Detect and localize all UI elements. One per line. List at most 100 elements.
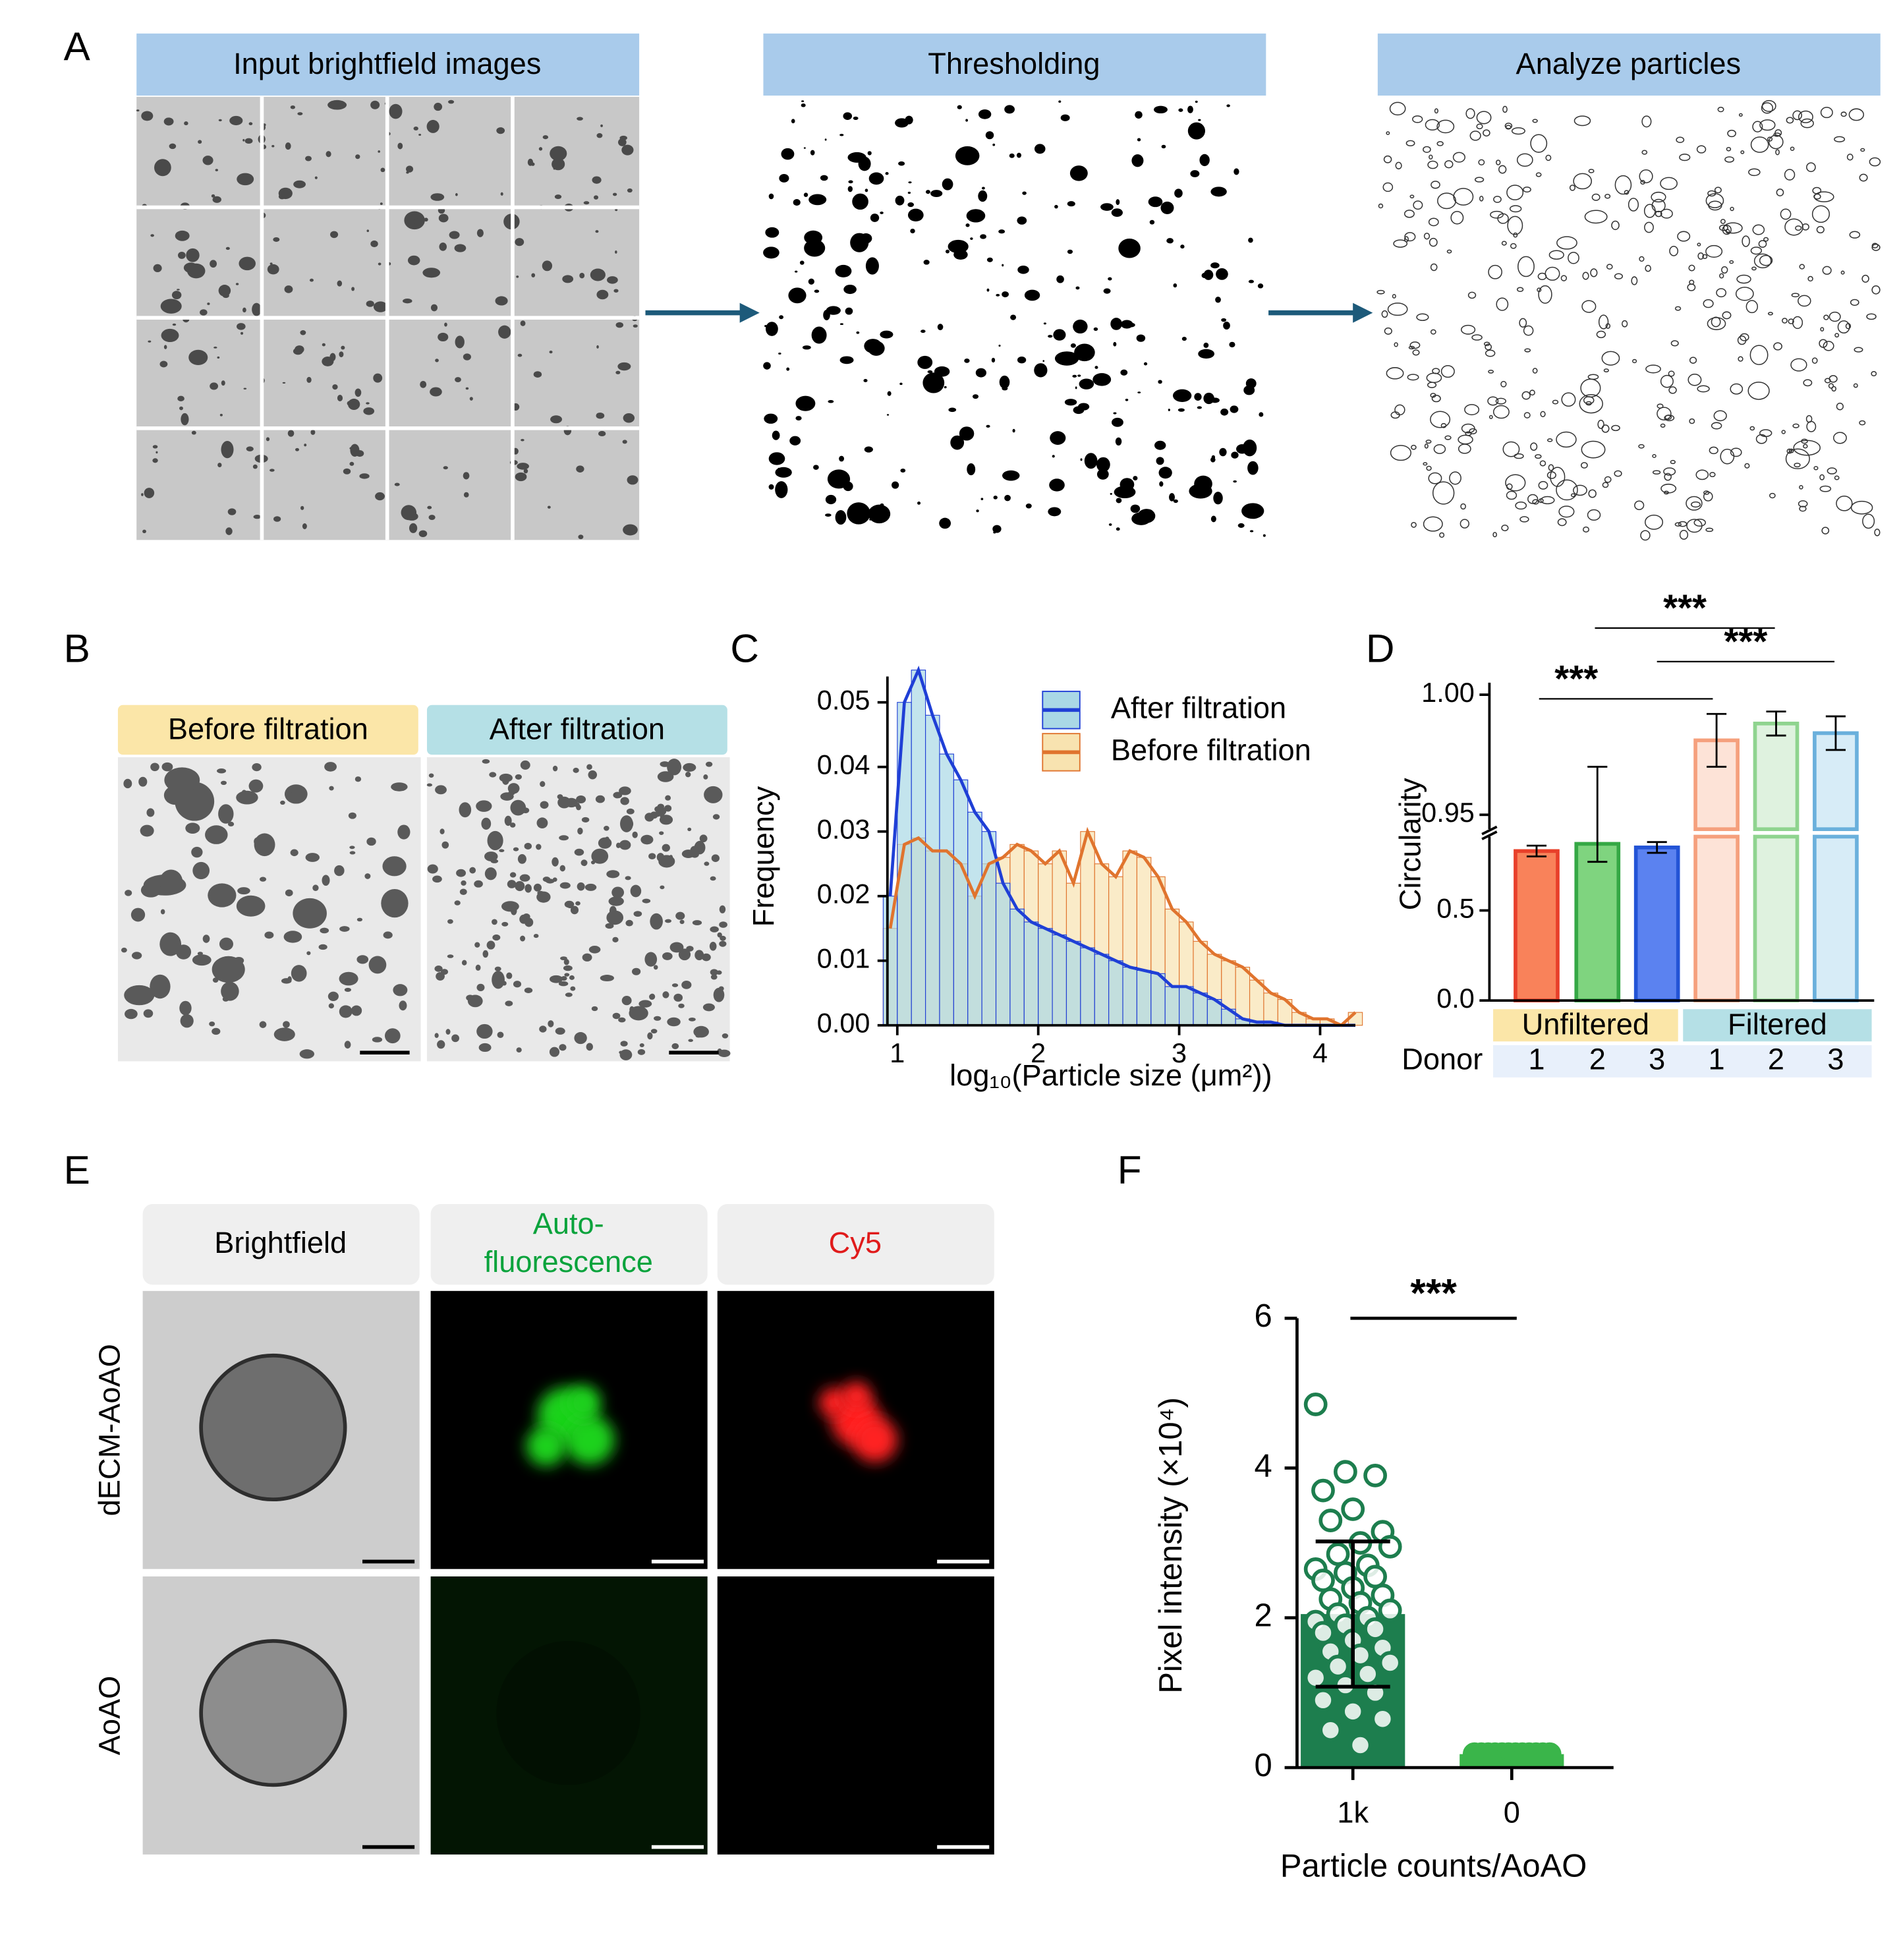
particle	[424, 217, 428, 222]
particle	[290, 105, 295, 109]
step-header	[1377, 33, 1881, 96]
particle	[212, 956, 245, 983]
particle	[619, 840, 631, 850]
particle	[1614, 470, 1622, 477]
particle	[414, 218, 422, 225]
particle	[835, 509, 847, 525]
particle	[763, 362, 771, 370]
particle	[520, 320, 526, 326]
particle	[804, 239, 826, 257]
particle	[524, 842, 532, 850]
particle	[1730, 447, 1742, 457]
particle	[1724, 156, 1734, 163]
particle	[1813, 193, 1821, 200]
particle	[227, 508, 237, 515]
fluorescence-signal	[565, 1385, 601, 1420]
particle	[1799, 264, 1805, 270]
arrow-head	[739, 303, 760, 323]
particle	[444, 322, 447, 327]
particle	[570, 906, 579, 915]
particle	[1506, 490, 1517, 500]
particle	[136, 109, 140, 112]
particle	[517, 854, 526, 864]
histogram-bar	[967, 811, 982, 1026]
particle	[1580, 378, 1601, 398]
particle	[310, 430, 316, 435]
particle	[606, 870, 620, 879]
particle	[1703, 490, 1710, 495]
particle	[825, 513, 832, 517]
particle	[1819, 485, 1832, 492]
particle	[678, 1003, 685, 1008]
particle	[299, 1049, 315, 1059]
particle	[662, 952, 673, 960]
particle	[925, 190, 930, 194]
particle	[1866, 313, 1877, 320]
particle	[207, 303, 210, 305]
particle	[505, 1000, 513, 1006]
particle	[451, 1034, 460, 1043]
particle	[1513, 232, 1518, 238]
particle	[965, 223, 970, 227]
particle	[1010, 314, 1017, 320]
particle	[547, 505, 551, 509]
particle	[484, 867, 497, 880]
particle	[1588, 169, 1595, 173]
particle	[515, 880, 525, 892]
histogram-bar	[1023, 921, 1039, 1026]
particle	[540, 781, 546, 788]
particle	[1730, 383, 1743, 395]
particle	[629, 1006, 635, 1014]
particle	[1130, 504, 1141, 513]
particle	[1210, 515, 1216, 523]
particle	[406, 165, 414, 173]
particle	[482, 950, 489, 958]
particle	[695, 1034, 702, 1038]
particle	[1798, 295, 1811, 307]
particle	[364, 873, 371, 879]
particle	[1384, 327, 1392, 335]
particle	[283, 1021, 290, 1028]
particle	[1519, 516, 1529, 523]
data-point	[1303, 1393, 1328, 1416]
particle	[870, 214, 880, 222]
particle	[921, 330, 926, 333]
particle	[221, 380, 225, 386]
particle	[1181, 337, 1187, 341]
axis-break	[1481, 825, 1498, 836]
particle	[418, 133, 422, 136]
y-tick-label: 2	[1255, 1598, 1272, 1634]
particle	[1727, 129, 1736, 138]
particle	[438, 214, 449, 223]
particle	[588, 946, 601, 954]
particle	[1581, 300, 1597, 313]
particle	[496, 127, 505, 134]
particle	[1670, 459, 1676, 465]
particle	[1450, 211, 1464, 225]
particle	[389, 103, 403, 119]
particle	[1437, 192, 1456, 210]
particle	[827, 469, 851, 489]
particle	[559, 1044, 567, 1051]
particle	[1660, 423, 1666, 428]
particle	[1004, 494, 1011, 502]
image-background	[117, 757, 421, 1062]
particle	[513, 981, 522, 988]
particle	[1775, 149, 1780, 156]
particle	[1645, 514, 1664, 530]
particle	[586, 764, 592, 770]
particle	[283, 931, 302, 943]
particle	[779, 174, 789, 183]
particle	[1069, 165, 1088, 181]
particle	[1050, 431, 1066, 445]
particle	[630, 884, 642, 898]
particle	[1430, 329, 1436, 335]
particle	[1187, 122, 1206, 140]
particle	[329, 353, 336, 361]
particle	[494, 966, 501, 971]
particle	[549, 1047, 560, 1057]
particle	[393, 984, 408, 996]
particle	[1054, 351, 1079, 366]
particle	[1686, 496, 1703, 511]
particle	[455, 335, 465, 349]
